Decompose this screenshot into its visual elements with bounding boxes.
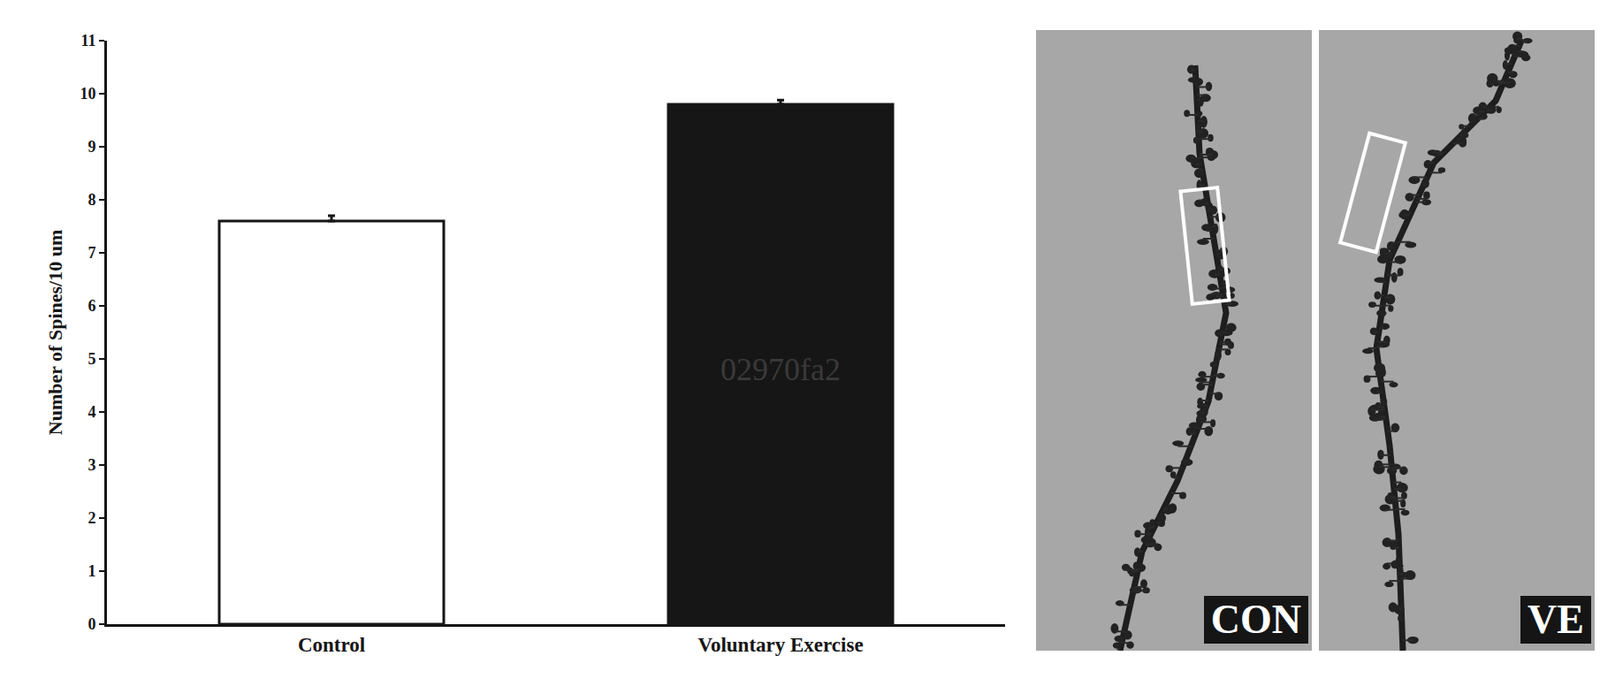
svg-text:02970fa2: 02970fa2 [720, 351, 841, 388]
svg-text:9: 9 [87, 137, 96, 156]
svg-text:11: 11 [80, 31, 96, 50]
svg-text:10: 10 [79, 84, 96, 103]
html-text:CON: CON [1210, 596, 1302, 642]
svg-text:2: 2 [87, 509, 96, 527]
svg-text:6: 6 [87, 297, 96, 315]
svg-text:Control: Control [297, 633, 366, 656]
svg-text:8: 8 [87, 190, 96, 209]
svg-text:5: 5 [87, 350, 96, 368]
svg-text:1: 1 [87, 562, 96, 580]
svg-text:Voluntary Exercise: Voluntary Exercise [697, 633, 863, 656]
svg-text:3: 3 [87, 456, 96, 474]
html-text:VE: VE [1527, 596, 1585, 642]
svg-text:4: 4 [87, 403, 96, 421]
svg-text:Number of Spines/10 um: Number of Spines/10 um [44, 229, 67, 435]
svg-text:7: 7 [87, 243, 96, 262]
svg-text:0: 0 [87, 615, 96, 633]
